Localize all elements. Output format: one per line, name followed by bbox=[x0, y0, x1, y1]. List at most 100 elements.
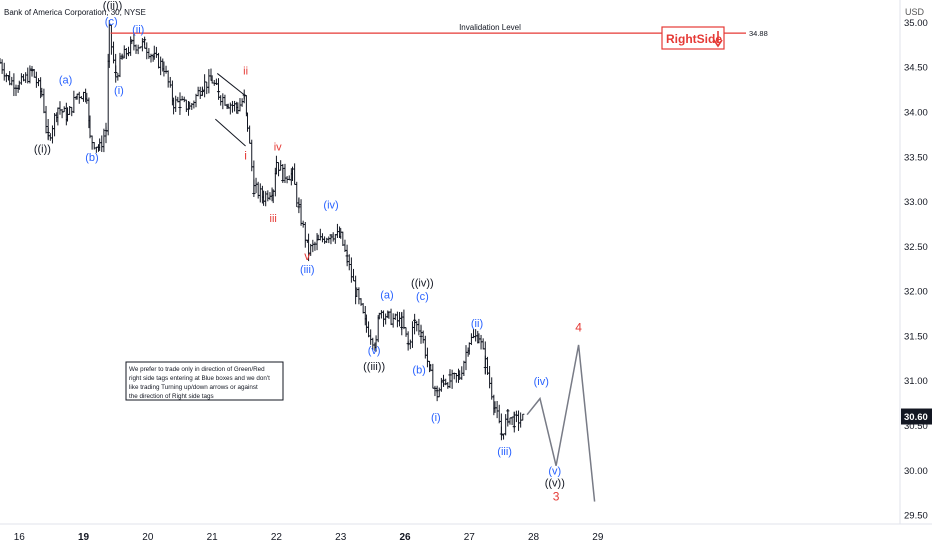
ohlc-bar bbox=[156, 52, 161, 69]
price-tick-6: 32.00 bbox=[904, 287, 928, 298]
price-tick-4: 33.00 bbox=[904, 197, 928, 208]
wave-label-5: (i) bbox=[114, 85, 124, 97]
ohlc-bar bbox=[126, 46, 131, 57]
right-side-tag-box bbox=[661, 26, 725, 50]
ohlc-bar bbox=[223, 94, 227, 106]
ohlc-bar bbox=[230, 100, 235, 113]
wave-label-15: ((iv)) bbox=[411, 278, 434, 290]
ohlc-bar bbox=[102, 128, 106, 153]
ohlc-bar bbox=[168, 76, 172, 88]
ohlc-bar bbox=[425, 347, 430, 368]
ohlc-bar bbox=[510, 416, 514, 426]
time-tick-8: 28 bbox=[528, 532, 540, 543]
ohlc-bar bbox=[182, 96, 186, 103]
ohlc-bar bbox=[60, 108, 64, 119]
wave-label-19: (b) bbox=[412, 365, 425, 377]
ohlc-bar bbox=[109, 24, 114, 55]
price-tick-2: 34.00 bbox=[904, 107, 928, 118]
time-tick-7: 27 bbox=[464, 532, 476, 543]
ohlc-bar bbox=[327, 236, 331, 244]
ohlc-bar bbox=[349, 257, 353, 283]
time-tick-3: 21 bbox=[207, 532, 219, 543]
ohlc-bar bbox=[48, 133, 52, 141]
ohlc-bar bbox=[2, 62, 6, 81]
ohlc-bar bbox=[219, 95, 223, 106]
ohlc-bar bbox=[248, 125, 252, 144]
ohlc-bar bbox=[499, 426, 504, 441]
ohlc-bar bbox=[490, 377, 494, 400]
ohlc-bar bbox=[318, 228, 322, 241]
wave-label-4: (c) bbox=[105, 16, 118, 28]
ohlc-bar bbox=[325, 237, 329, 244]
ohlc-bar bbox=[395, 311, 400, 328]
notice-line: We prefer to trade only in direction of … bbox=[129, 366, 265, 373]
ohlc-bar bbox=[384, 313, 388, 325]
ohlc-bar bbox=[389, 308, 393, 326]
ohlc-bar bbox=[408, 339, 412, 350]
wave-label-14: (a) bbox=[380, 289, 393, 301]
wave-label-7: ii bbox=[243, 65, 248, 77]
ohlc-bar bbox=[100, 135, 104, 152]
ohlc-bar bbox=[264, 191, 268, 207]
price-bars bbox=[0, 20, 525, 441]
ohlc-bar bbox=[205, 81, 209, 95]
wave-label-17: (v) bbox=[368, 345, 381, 357]
wave-label-27: 4 bbox=[575, 320, 582, 334]
ohlc-bar bbox=[474, 329, 478, 342]
ohlc-bar bbox=[276, 162, 281, 177]
time-tick-1: 19 bbox=[78, 532, 90, 543]
ohlc-bar bbox=[36, 78, 41, 87]
wave-label-3: ((ii)) bbox=[103, 0, 123, 12]
ohlc-bar bbox=[462, 360, 466, 376]
ohlc-bar bbox=[450, 369, 454, 389]
ohlc-bar bbox=[333, 234, 337, 244]
wave-label-12: v bbox=[304, 249, 310, 263]
triangle-upper-line bbox=[216, 73, 246, 97]
wave-label-24: (v) bbox=[548, 466, 561, 478]
ohlc-bar bbox=[508, 417, 512, 425]
ohlc-bar bbox=[81, 91, 86, 102]
ohlc-bar bbox=[256, 181, 260, 199]
wave-label-6: (ii) bbox=[132, 24, 144, 36]
ohlc-bar bbox=[240, 98, 244, 107]
wave-projection-path bbox=[526, 344, 596, 502]
notice-border bbox=[125, 361, 284, 401]
ohlc-bar bbox=[281, 167, 285, 182]
ohlc-bar bbox=[266, 190, 270, 202]
price-tick-7: 31.50 bbox=[904, 331, 928, 342]
time-tick-0: 16 bbox=[14, 532, 26, 543]
down-arrow-icon-head bbox=[713, 39, 723, 48]
ohlc-bar bbox=[485, 356, 490, 375]
ohlc-bar bbox=[34, 71, 38, 88]
wave-label-18: ((iii)) bbox=[363, 361, 385, 373]
ohlc-bar bbox=[192, 100, 196, 109]
wave-label-11: (iv) bbox=[323, 200, 338, 212]
ohlc-bar bbox=[446, 382, 450, 389]
ohlc-bar bbox=[481, 338, 485, 350]
wave-label-13: (iii) bbox=[300, 264, 315, 276]
ohlc-bar bbox=[504, 414, 508, 436]
ohlc-bar bbox=[232, 100, 237, 112]
ohlc-bar bbox=[203, 74, 207, 98]
ohlc-bar bbox=[400, 311, 404, 336]
ohlc-bar bbox=[469, 333, 474, 346]
ohlc-bar bbox=[62, 106, 66, 113]
ohlc-bar bbox=[299, 199, 303, 226]
ohlc-bar bbox=[402, 309, 406, 330]
wave-label-10: iii bbox=[270, 213, 277, 225]
ohlc-bar bbox=[497, 404, 501, 424]
ohlc-bar bbox=[335, 223, 340, 238]
time-tick-2: 20 bbox=[142, 532, 154, 543]
ohlc-bar bbox=[58, 101, 62, 115]
ohlc-bar bbox=[320, 233, 325, 243]
ohlc-bar bbox=[198, 86, 202, 99]
ohlc-bar bbox=[501, 433, 506, 440]
ohlc-bar bbox=[52, 113, 57, 137]
ohlc-bar bbox=[347, 254, 351, 271]
wave-label-16: (c) bbox=[416, 291, 429, 303]
ohlc-bar bbox=[149, 53, 153, 63]
ohlc-bar bbox=[154, 46, 159, 58]
ohlc-bar bbox=[313, 241, 317, 251]
ohlc-bar bbox=[366, 321, 371, 338]
